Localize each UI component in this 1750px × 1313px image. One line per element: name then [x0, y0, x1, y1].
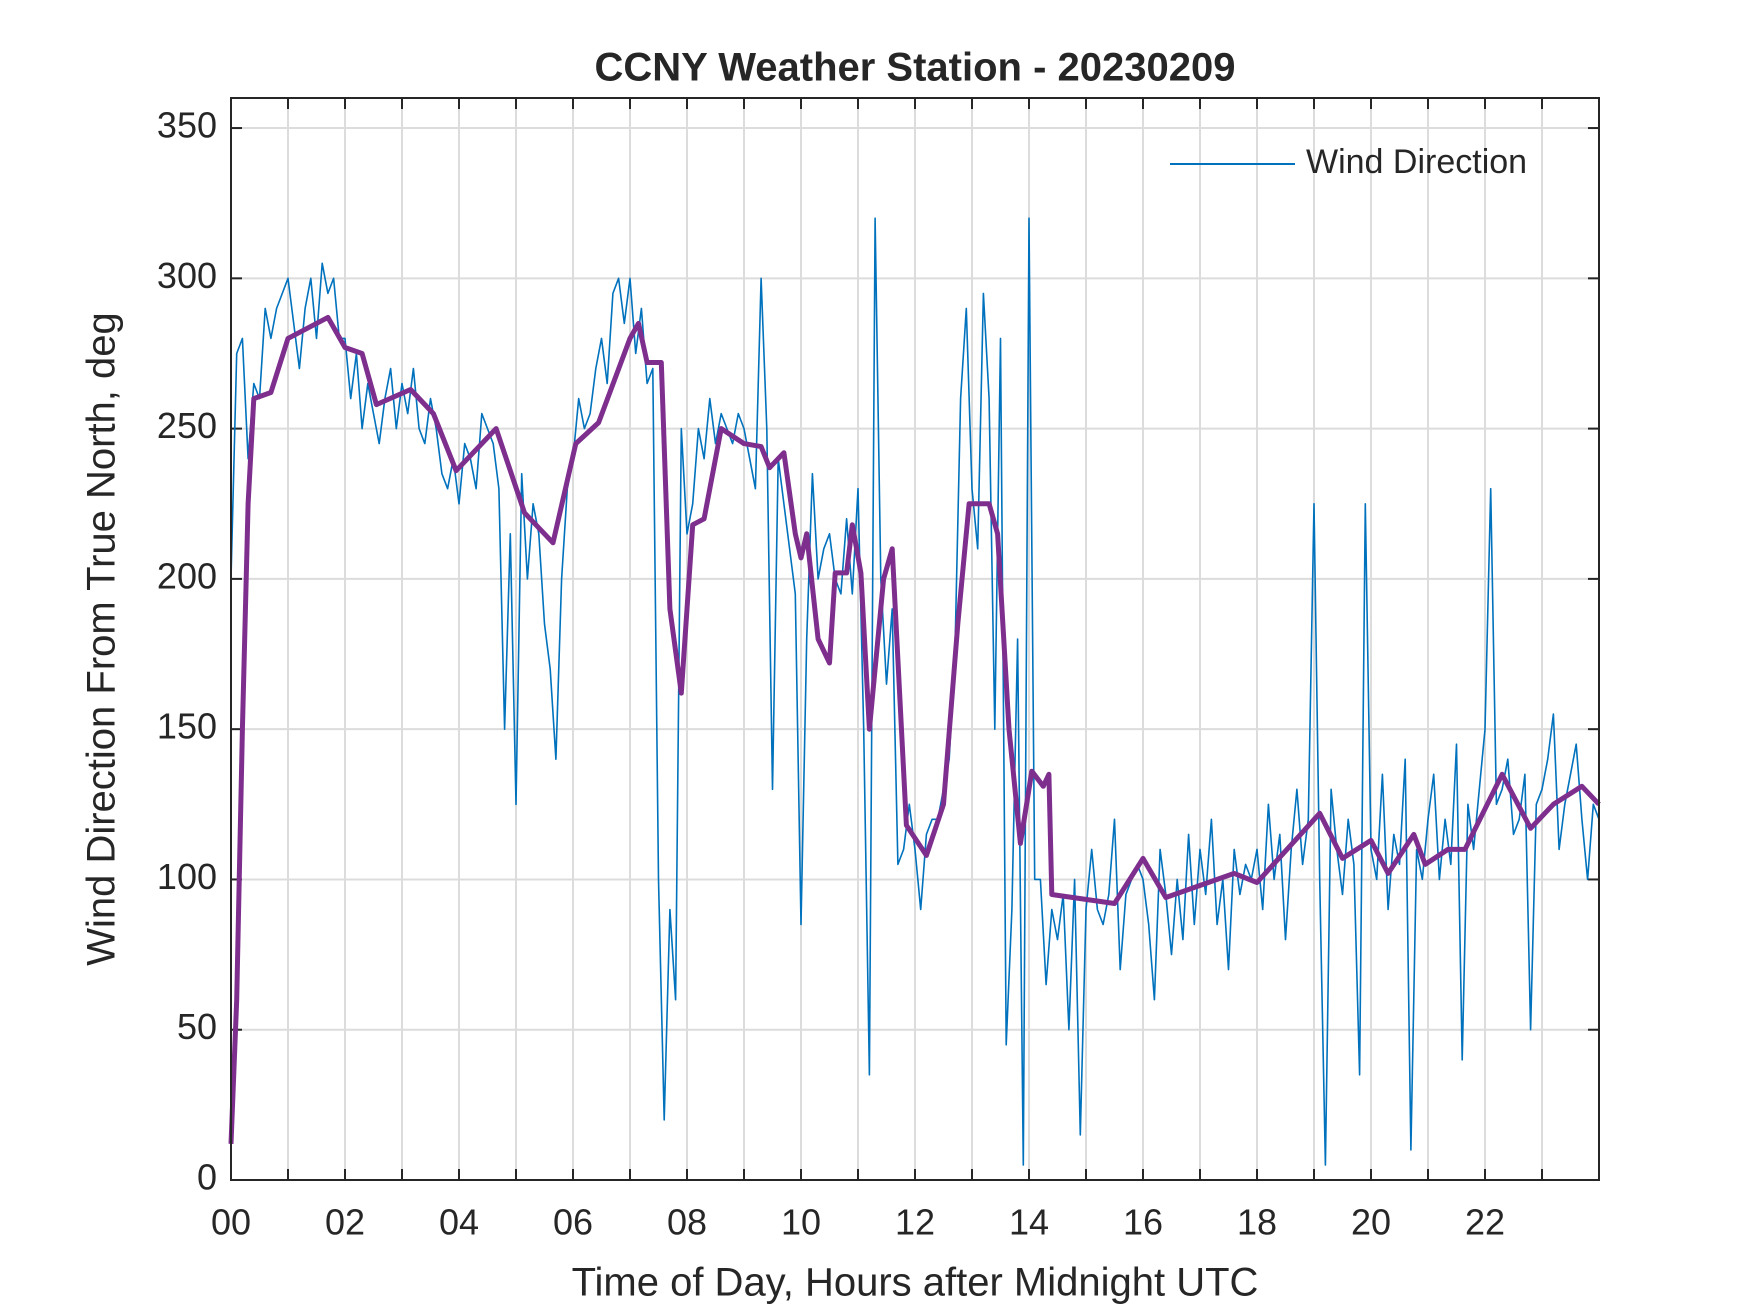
- y-tick-label: 0: [197, 1157, 217, 1198]
- chart-title: CCNY Weather Station - 20230209: [595, 46, 1236, 90]
- y-tick-label: 150: [157, 706, 217, 747]
- x-tick-label: 16: [1123, 1202, 1163, 1243]
- x-tick-label: 20: [1351, 1202, 1391, 1243]
- y-tick-label: 350: [157, 105, 217, 146]
- y-axis-label: Wind Direction From True North, deg: [80, 312, 124, 966]
- y-tick-label: 200: [157, 555, 217, 596]
- x-tick-label: 22: [1465, 1202, 1505, 1243]
- x-tick-label: 06: [553, 1202, 593, 1243]
- y-tick-label: 300: [157, 255, 217, 296]
- x-tick-label: 00: [211, 1202, 251, 1243]
- x-tick-label: 02: [325, 1202, 365, 1243]
- y-tick-label: 50: [177, 1006, 217, 1047]
- legend-label: Wind Direction: [1306, 143, 1527, 181]
- x-axis-label: Time of Day, Hours after Midnight UTC: [572, 1261, 1259, 1305]
- y-tick-label: 100: [157, 856, 217, 897]
- x-tick-label: 04: [439, 1202, 479, 1243]
- data-line: [228, 314, 1601, 1144]
- data-line: [230, 217, 1600, 1166]
- x-tick-label: 12: [895, 1202, 935, 1243]
- plot-frame: [230, 97, 1600, 1181]
- x-tick-label: 08: [667, 1202, 707, 1243]
- x-tick-label: 10: [781, 1202, 821, 1243]
- x-tick-label: 14: [1009, 1202, 1049, 1243]
- x-tick-label: 18: [1237, 1202, 1277, 1243]
- y-tick-label: 250: [157, 405, 217, 446]
